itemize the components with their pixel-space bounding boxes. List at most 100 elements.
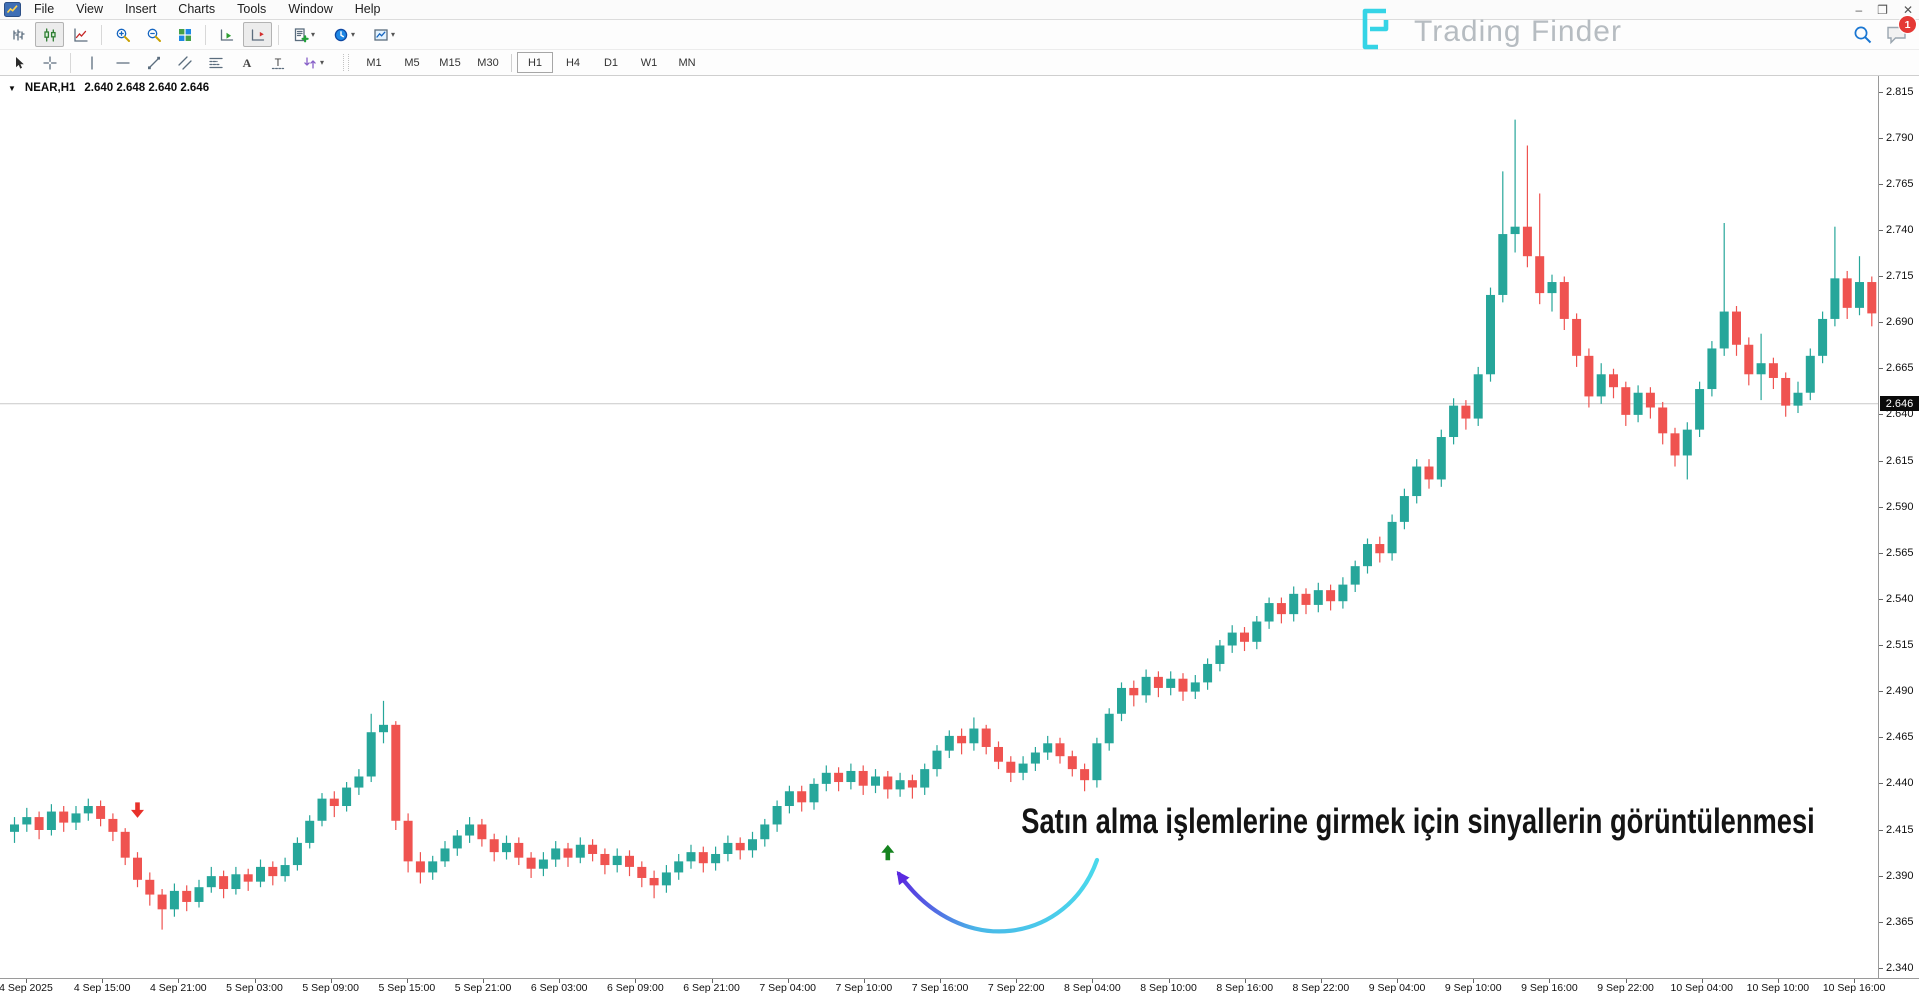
templates-button[interactable]: ▾ bbox=[365, 22, 403, 47]
bar-chart-button[interactable] bbox=[4, 22, 33, 47]
zoom-in-button[interactable] bbox=[108, 22, 137, 47]
cursor-button[interactable] bbox=[4, 50, 33, 75]
candle-body bbox=[145, 879, 155, 895]
candle-body bbox=[1535, 256, 1545, 294]
vertical-line-button[interactable] bbox=[77, 50, 106, 75]
fibonacci-button[interactable] bbox=[201, 50, 230, 75]
close-button[interactable]: ✕ bbox=[1902, 2, 1913, 17]
timeframe-m5[interactable]: M5 bbox=[404, 56, 420, 69]
time-tick-label: 9 Sep 22:00 bbox=[1597, 982, 1654, 994]
candle-body bbox=[452, 835, 462, 849]
menu-insert[interactable]: Insert bbox=[125, 2, 157, 16]
menu-charts[interactable]: Charts bbox=[178, 2, 216, 16]
timeframe-m1[interactable]: M1 bbox=[366, 56, 382, 69]
arrows-button[interactable]: ▾ bbox=[294, 50, 332, 75]
candle-body bbox=[1215, 645, 1225, 664]
candle-body bbox=[305, 820, 315, 843]
price-tick-label: 2.665 bbox=[1886, 362, 1914, 375]
time-tick-label: 5 Sep 15:00 bbox=[378, 982, 436, 994]
candle-body bbox=[1203, 663, 1213, 683]
timeframe-mn[interactable]: MN bbox=[678, 56, 696, 69]
candle-body bbox=[1006, 761, 1016, 773]
time-tick bbox=[254, 979, 256, 983]
time-tick-label: 8 Sep 10:00 bbox=[1140, 982, 1197, 994]
candle-body bbox=[1805, 355, 1815, 393]
candle-body bbox=[1473, 374, 1483, 419]
chart-area[interactable]: ▼ NEAR,H1 2.640 2.648 2.640 2.646 Satın … bbox=[0, 76, 1878, 978]
candle-body bbox=[1129, 687, 1139, 696]
crosshair-button[interactable] bbox=[35, 50, 64, 75]
minimize-button[interactable]: – bbox=[1855, 2, 1863, 17]
time-axis[interactable]: 4 Sep 2025 4 Sep 15:00 4 Sep 21:00 5 Sep 03… bbox=[0, 978, 1919, 996]
timeframe-h1[interactable]: H1 bbox=[517, 52, 553, 73]
chevron-down-icon: ▾ bbox=[310, 30, 315, 39]
candle-body bbox=[477, 824, 487, 840]
candle-body bbox=[1387, 521, 1397, 554]
candle-body bbox=[1510, 226, 1520, 235]
menu-window[interactable]: Window bbox=[288, 2, 333, 16]
price-axis[interactable]: 2.646 2.815 2.790 2.765 2.740 2.715 2.690 2.66… bbox=[1878, 76, 1919, 978]
search-icon[interactable] bbox=[1852, 24, 1873, 50]
price-tick bbox=[1879, 737, 1883, 739]
candle-body bbox=[1670, 433, 1680, 456]
chat-button[interactable]: 1 bbox=[1885, 15, 1917, 50]
equidistant-channel-button[interactable] bbox=[170, 50, 199, 75]
menu-help[interactable]: Help bbox=[354, 2, 381, 16]
candle-body bbox=[674, 861, 684, 873]
candle-body bbox=[1178, 678, 1188, 692]
text-label-button[interactable]: T bbox=[263, 50, 292, 75]
candle-body bbox=[1289, 593, 1299, 615]
candle-body bbox=[1867, 282, 1877, 314]
menu-view[interactable]: View bbox=[76, 2, 104, 16]
price-tick-label: 2.565 bbox=[1886, 546, 1914, 559]
candle-body bbox=[10, 824, 19, 832]
candle-body bbox=[1153, 676, 1163, 688]
timeframe-d1[interactable]: D1 bbox=[603, 56, 619, 69]
candle-body bbox=[514, 842, 524, 858]
candle-body bbox=[957, 735, 967, 744]
time-tick-label: 7 Sep 04:00 bbox=[759, 982, 817, 994]
trendline-button[interactable] bbox=[139, 50, 168, 75]
collapse-icon[interactable]: ▼ bbox=[8, 83, 16, 93]
horizontal-line-icon bbox=[115, 61, 130, 64]
tile-windows-button[interactable] bbox=[170, 22, 199, 47]
zoom-out-button[interactable] bbox=[139, 22, 168, 47]
text-icon: A bbox=[242, 56, 251, 70]
zoom-out-icon bbox=[147, 28, 161, 42]
candle-body bbox=[772, 806, 782, 825]
time-tick bbox=[1397, 979, 1399, 983]
time-tick-label: 6 Sep 09:00 bbox=[607, 982, 664, 994]
price-tick-label: 2.790 bbox=[1886, 131, 1914, 144]
timeframe-separator bbox=[511, 53, 512, 72]
timeframe-h4[interactable]: H4 bbox=[565, 56, 581, 69]
price-tick bbox=[1879, 921, 1883, 923]
menu-tools[interactable]: Tools bbox=[237, 2, 267, 16]
text-button[interactable]: A bbox=[232, 50, 261, 75]
candle-body bbox=[600, 853, 610, 866]
menu-file[interactable]: File bbox=[34, 2, 55, 16]
periods-button[interactable]: ▾ bbox=[325, 22, 363, 47]
new-order-button[interactable]: ▾ bbox=[285, 22, 323, 47]
timeframe-m15[interactable]: M15 bbox=[439, 56, 461, 69]
line-chart-button[interactable] bbox=[66, 22, 95, 47]
toolbar-drawing: A T ▾ M1 M5 M15 M30 H1 H4 D1 W1 MN bbox=[0, 50, 1919, 76]
timeframe-m30[interactable]: M30 bbox=[477, 56, 499, 69]
label-icon: T bbox=[271, 57, 284, 69]
candle-body bbox=[71, 813, 81, 823]
candle-body bbox=[1424, 466, 1434, 480]
candle-body bbox=[108, 818, 118, 832]
candle-body bbox=[1658, 407, 1668, 434]
horizontal-line-button[interactable] bbox=[108, 50, 137, 75]
candle-body bbox=[1572, 318, 1582, 356]
candlestick-chart-button[interactable] bbox=[35, 22, 64, 47]
restore-button[interactable]: ❐ bbox=[1877, 2, 1888, 17]
timeframe-w1[interactable]: W1 bbox=[640, 56, 658, 69]
candle-body bbox=[46, 811, 56, 830]
candle-body bbox=[59, 811, 69, 823]
candle-body bbox=[735, 842, 745, 851]
chart-shift-button[interactable] bbox=[243, 22, 272, 47]
time-tick-label: 9 Sep 10:00 bbox=[1444, 982, 1502, 994]
price-tick-label: 2.390 bbox=[1886, 869, 1914, 882]
auto-scroll-button[interactable] bbox=[212, 22, 241, 47]
chart-shift-icon bbox=[251, 28, 264, 41]
